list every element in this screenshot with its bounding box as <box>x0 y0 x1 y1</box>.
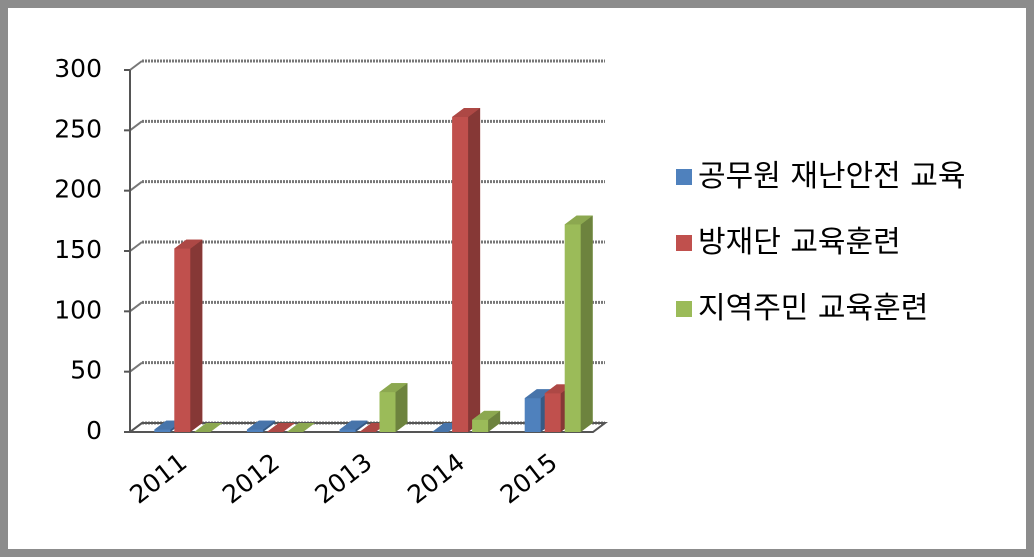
y-tick-label: 50 <box>70 356 102 385</box>
bar-top <box>286 423 315 432</box>
y-tick-label: 100 <box>54 295 102 324</box>
legend-swatch <box>676 301 692 317</box>
bar-top <box>564 215 593 225</box>
bar-top <box>452 108 481 118</box>
bar-top <box>379 383 408 393</box>
bar-side <box>488 410 501 432</box>
legend-item: 공무원 재난안전 교육 <box>676 148 976 206</box>
grid-diagonal <box>129 241 143 252</box>
y-tick-label: 0 <box>86 416 102 445</box>
bar-top <box>266 423 295 432</box>
grid-diagonal <box>129 301 143 313</box>
bar-side <box>468 108 481 432</box>
x-tick-label: 2012 <box>217 447 285 509</box>
legend-item: 지역주민 교육훈련 <box>676 280 976 338</box>
bar-side <box>580 215 593 432</box>
bar-top <box>246 420 275 430</box>
bar-top <box>524 389 553 399</box>
legend-item: 방재단 교육훈련 <box>676 214 976 272</box>
x-tick-label: 2015 <box>495 447 563 509</box>
x-tick-label: 2014 <box>402 447 470 509</box>
y-tick-label: 250 <box>54 114 102 143</box>
bar-top <box>174 239 203 249</box>
legend-label: 지역주민 교육훈련 <box>698 291 929 326</box>
legend-swatch <box>676 235 692 251</box>
grid-diagonal <box>129 120 143 132</box>
bar-side <box>395 383 408 432</box>
bar-side <box>262 420 275 432</box>
y-tick-label: 150 <box>54 235 102 264</box>
grid-diagonal <box>129 361 143 373</box>
bar-top <box>339 420 368 430</box>
x-tick-label: 2013 <box>310 447 378 509</box>
grid-diagonal <box>129 60 143 71</box>
bar-top <box>472 410 501 420</box>
bar-top <box>194 423 223 432</box>
legend-label: 방재단 교육훈련 <box>698 225 901 260</box>
bar-side <box>190 239 203 432</box>
grid-diagonal <box>129 180 143 192</box>
y-tick-label: 200 <box>54 175 102 204</box>
bar-side <box>355 420 368 432</box>
legend-swatch <box>676 169 692 185</box>
legend-label: 공무원 재난안전 교육 <box>698 159 966 194</box>
plot: 0 50 100 150 200 250 300 2011 2012 2013 2014 2015 <box>54 54 608 509</box>
x-tick-label: 2011 <box>124 447 192 509</box>
y-tick-label: 300 <box>54 54 102 83</box>
